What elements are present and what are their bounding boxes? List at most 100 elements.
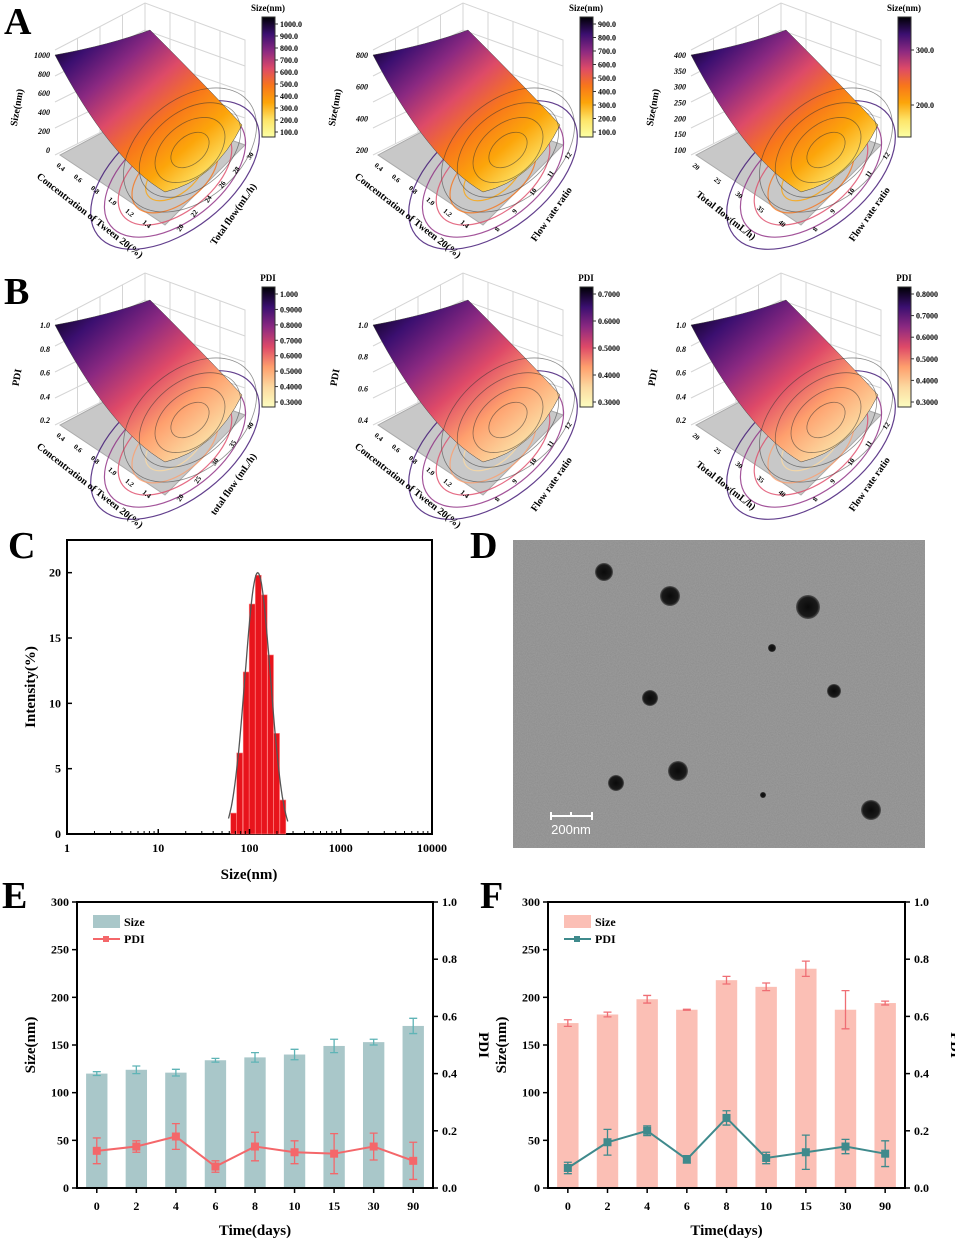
x-tick-label: 90 — [407, 1199, 419, 1213]
size-bar — [557, 1023, 579, 1188]
y-tick-label: 10 — [49, 696, 61, 710]
z-axis-title: Size(nm) — [9, 88, 26, 127]
tem-image: 200nm — [513, 540, 925, 848]
y-right-tick-label: 0.0 — [442, 1181, 457, 1195]
size-error-bar — [171, 1068, 180, 1077]
y-tick-label: 30 — [245, 150, 256, 161]
x-tick-label: 0.8 — [407, 184, 419, 196]
y-tick-label: 15 — [49, 631, 61, 645]
x-axis-title: Time(days) — [219, 1223, 291, 1239]
z-tick-label: 0.6 — [40, 369, 50, 378]
z-tick-label: 0.6 — [358, 384, 368, 393]
colorbar — [261, 286, 276, 408]
colorbar-tick-label: 0.9000 — [280, 305, 302, 314]
surface-contours — [441, 357, 575, 483]
legend-pdi-label: PDI — [124, 932, 145, 946]
z-tick-label: 1.0 — [676, 321, 686, 330]
y-tick-label: 28 — [231, 165, 242, 176]
pdi-marker — [603, 1138, 612, 1147]
response-surface — [690, 299, 879, 463]
colorbar-tick-label: 900.0 — [280, 32, 298, 41]
colorbar-tick-label: 400.0 — [280, 92, 298, 101]
x-tick-label: 2 — [605, 1199, 611, 1213]
x-tick-label: 35 — [755, 474, 766, 485]
size-error-bar — [290, 1048, 299, 1061]
x-tick-label: 10 — [760, 1199, 772, 1213]
x-tick-label: 10000 — [417, 841, 447, 855]
x-tick-label: 1.4 — [459, 218, 471, 230]
pdi-marker — [801, 1148, 810, 1157]
colorbar-tick-label: 0.6000 — [280, 352, 302, 361]
y-tick-label: 250 — [51, 943, 69, 957]
surface-plot-b1: 1.00.80.60.40.2PDI0.40.60.81.01.21.4Conc… — [11, 272, 302, 531]
y-tick-label: 10 — [846, 186, 857, 197]
x-tick-label: 1.0 — [106, 196, 118, 208]
colorbar-tick-label: 800.0 — [598, 34, 616, 43]
colorbar-tick-label: 0.4000 — [916, 376, 938, 385]
y-tick-label: 50 — [57, 1133, 69, 1147]
z-tick-label: 250 — [673, 99, 686, 108]
surface-contour — [472, 387, 544, 453]
colorbar-tick-label: 0.3000 — [916, 398, 938, 407]
z-tick-label: 400 — [37, 108, 50, 117]
y-tick-label: 100 — [522, 1086, 540, 1100]
x-axis-title: Size(nm) — [221, 867, 278, 883]
y-right-tick-label: 0.2 — [914, 1124, 929, 1138]
nanoparticle — [642, 690, 658, 706]
size-bar — [244, 1057, 266, 1188]
panel-label-c: C — [8, 525, 36, 567]
scale-bar: 200nm — [550, 812, 593, 837]
surface-contour — [774, 102, 878, 198]
x-tick-label: 0 — [565, 1199, 571, 1213]
y-axis-title: Total flow(mL/h) — [209, 182, 260, 248]
x-tick-label: 1.2 — [442, 207, 454, 219]
y-axis-title: Size(nm) — [23, 1017, 39, 1074]
y-right-tick-label: 0.2 — [442, 1124, 457, 1138]
z-tick-label: 0.4 — [40, 392, 50, 401]
surface-contour — [456, 102, 560, 198]
z-tick-label: 1000 — [34, 51, 50, 60]
surface-contour — [488, 401, 528, 439]
colorbar-title: Size(nm) — [887, 3, 921, 13]
x-tick-label: 8 — [252, 1199, 258, 1213]
surface-contour — [154, 117, 226, 183]
pdi-marker — [409, 1156, 418, 1165]
legend-size-label: Size — [124, 915, 145, 929]
scale-bar-label: 200nm — [551, 822, 591, 837]
y-right-tick-label: 0.4 — [442, 1067, 457, 1081]
colorbar-tick-label: 0.4000 — [598, 371, 620, 380]
z-axis-title: Size(nm) — [327, 88, 344, 127]
size-error-bar — [369, 1038, 378, 1046]
z-tick-label: 0.2 — [40, 416, 50, 425]
histogram-bar — [255, 574, 262, 835]
x-tick-label: 1.0 — [424, 466, 436, 478]
surface-contours — [759, 87, 893, 213]
x-tick-label: 30 — [734, 460, 745, 471]
colorbar — [897, 16, 912, 138]
colorbar-tick-label: 1000.0 — [280, 20, 302, 29]
colorbar-tick-label: 300.0 — [598, 101, 616, 110]
y-tick-label: 24 — [203, 194, 214, 205]
histogram-bar — [248, 603, 256, 835]
colorbar-tick-label: 0.6000 — [598, 317, 620, 326]
size-error-bar — [409, 1017, 418, 1035]
y-tick-label: 200 — [51, 990, 69, 1004]
nanoparticle — [760, 792, 766, 798]
x-tick-label: 6 — [684, 1199, 690, 1213]
size-error-bar — [330, 1038, 339, 1054]
x-tick-label: 0.4 — [55, 431, 67, 443]
y-tick-label: 11 — [864, 169, 875, 179]
z-tick-label: 800 — [356, 51, 368, 60]
pdi-marker — [330, 1149, 339, 1158]
y-tick-label: 8 — [811, 495, 820, 503]
colorbar-tick-label: 0.7000 — [280, 336, 302, 345]
colorbar-tick-label: 300.0 — [916, 46, 934, 55]
surface-contour — [759, 357, 893, 483]
colorbar-title: Size(nm) — [251, 3, 285, 13]
colorbar-tick-label: 1.000 — [280, 290, 298, 299]
z-tick-label: 0.6 — [676, 369, 686, 378]
size-bar — [362, 1042, 385, 1188]
x-tick-label: 30 — [840, 1199, 852, 1213]
colorbar-tick-label: 800.0 — [280, 44, 298, 53]
colorbar-tick-label: 0.5000 — [280, 367, 302, 376]
